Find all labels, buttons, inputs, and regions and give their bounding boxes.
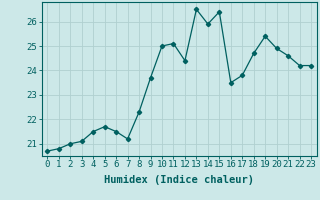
X-axis label: Humidex (Indice chaleur): Humidex (Indice chaleur) xyxy=(104,175,254,185)
